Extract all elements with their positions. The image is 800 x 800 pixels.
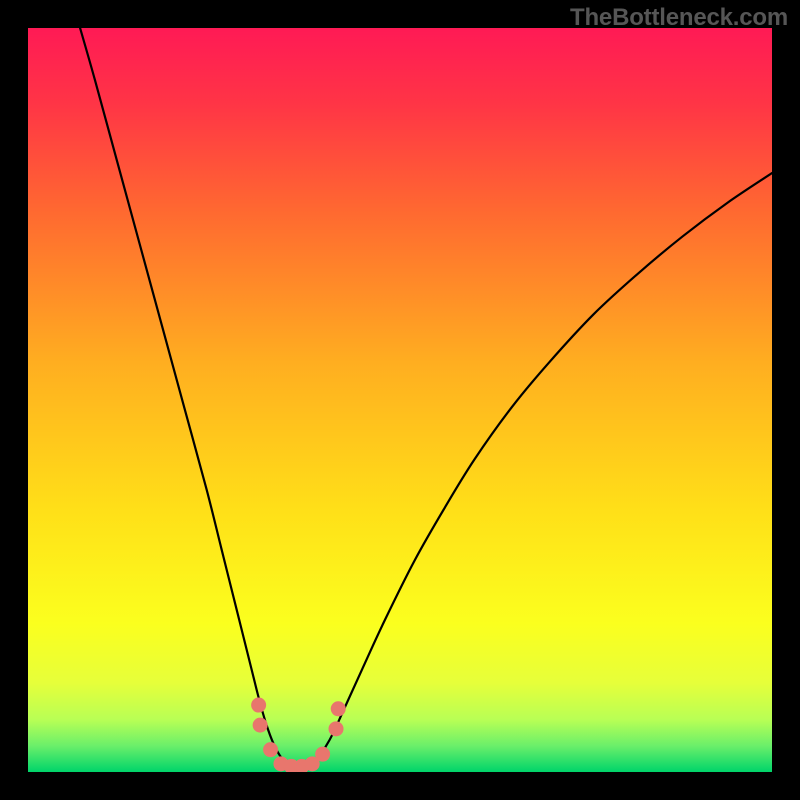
watermark-text: TheBottleneck.com bbox=[570, 4, 788, 32]
plot-area bbox=[28, 28, 772, 772]
data-marker bbox=[253, 718, 268, 733]
data-marker bbox=[331, 701, 346, 716]
data-marker bbox=[315, 747, 330, 762]
chart-background bbox=[28, 28, 772, 772]
chart-frame: TheBottleneck.com bbox=[0, 0, 800, 800]
data-marker bbox=[329, 721, 344, 736]
chart-svg bbox=[28, 28, 772, 772]
data-marker bbox=[251, 698, 266, 713]
data-marker bbox=[263, 742, 278, 757]
